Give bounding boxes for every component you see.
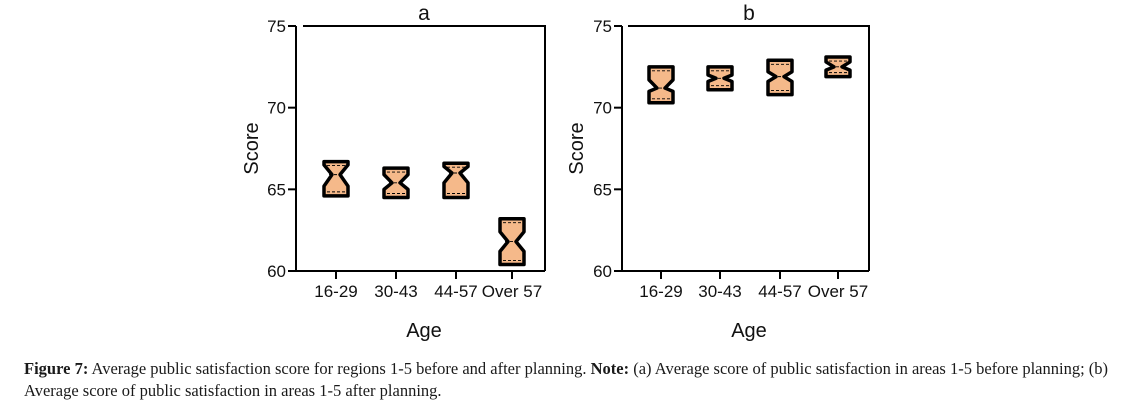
panel-title: a: [418, 2, 430, 25]
y-tick-label: 70: [267, 99, 286, 118]
x-tick-label: Over 57: [808, 282, 868, 301]
box-16-29: [322, 159, 350, 198]
x-axis-title: Age: [731, 320, 767, 342]
caption-label: Figure 7:: [24, 359, 89, 378]
box-16-29: [647, 65, 675, 105]
y-tick-label: 60: [593, 262, 612, 281]
y-axis-title: Score: [241, 122, 263, 174]
caption-note-label: Note:: [590, 359, 630, 378]
x-tick-label: 44-57: [434, 282, 477, 301]
plot-frame: [303, 25, 546, 271]
x-axis-title: Age: [406, 320, 442, 342]
x-tick-label: 44-57: [758, 282, 801, 301]
figure-caption: Figure 7: Average public satisfaction sc…: [24, 358, 1114, 402]
y-tick-label: 65: [267, 180, 286, 199]
y-tick-label: 75: [593, 17, 612, 36]
chart-panel-b: 60 65 70 75 16-29 30-43 44-57 Over 57 Score Age b: [566, 2, 870, 342]
x-tick-label: 30-43: [374, 282, 417, 301]
box-44-57: [442, 161, 470, 200]
y-tick-label: 65: [593, 180, 612, 199]
x-tick-label: 16-29: [314, 282, 357, 301]
y-tick-label: 70: [593, 99, 612, 118]
y-axis-title: Score: [566, 122, 588, 174]
y-tick-label: 60: [267, 262, 286, 281]
x-tick-label: 16-29: [639, 282, 682, 301]
chart-panel-a: 60 65 70 75 16-29 30-43 44-57 Over 57 Score Age a: [241, 2, 546, 342]
box-44-57: [766, 58, 794, 97]
x-tick-label: Over 57: [482, 282, 542, 301]
x-tick-label: 30-43: [698, 282, 741, 301]
plot-frame: [628, 25, 870, 271]
caption-text: Average public satisfaction score for re…: [88, 359, 591, 378]
panel-title: b: [743, 2, 755, 25]
caption-note-text: (a) Average score of public satisfaction…: [24, 359, 1109, 400]
y-tick-label: 75: [267, 17, 286, 36]
